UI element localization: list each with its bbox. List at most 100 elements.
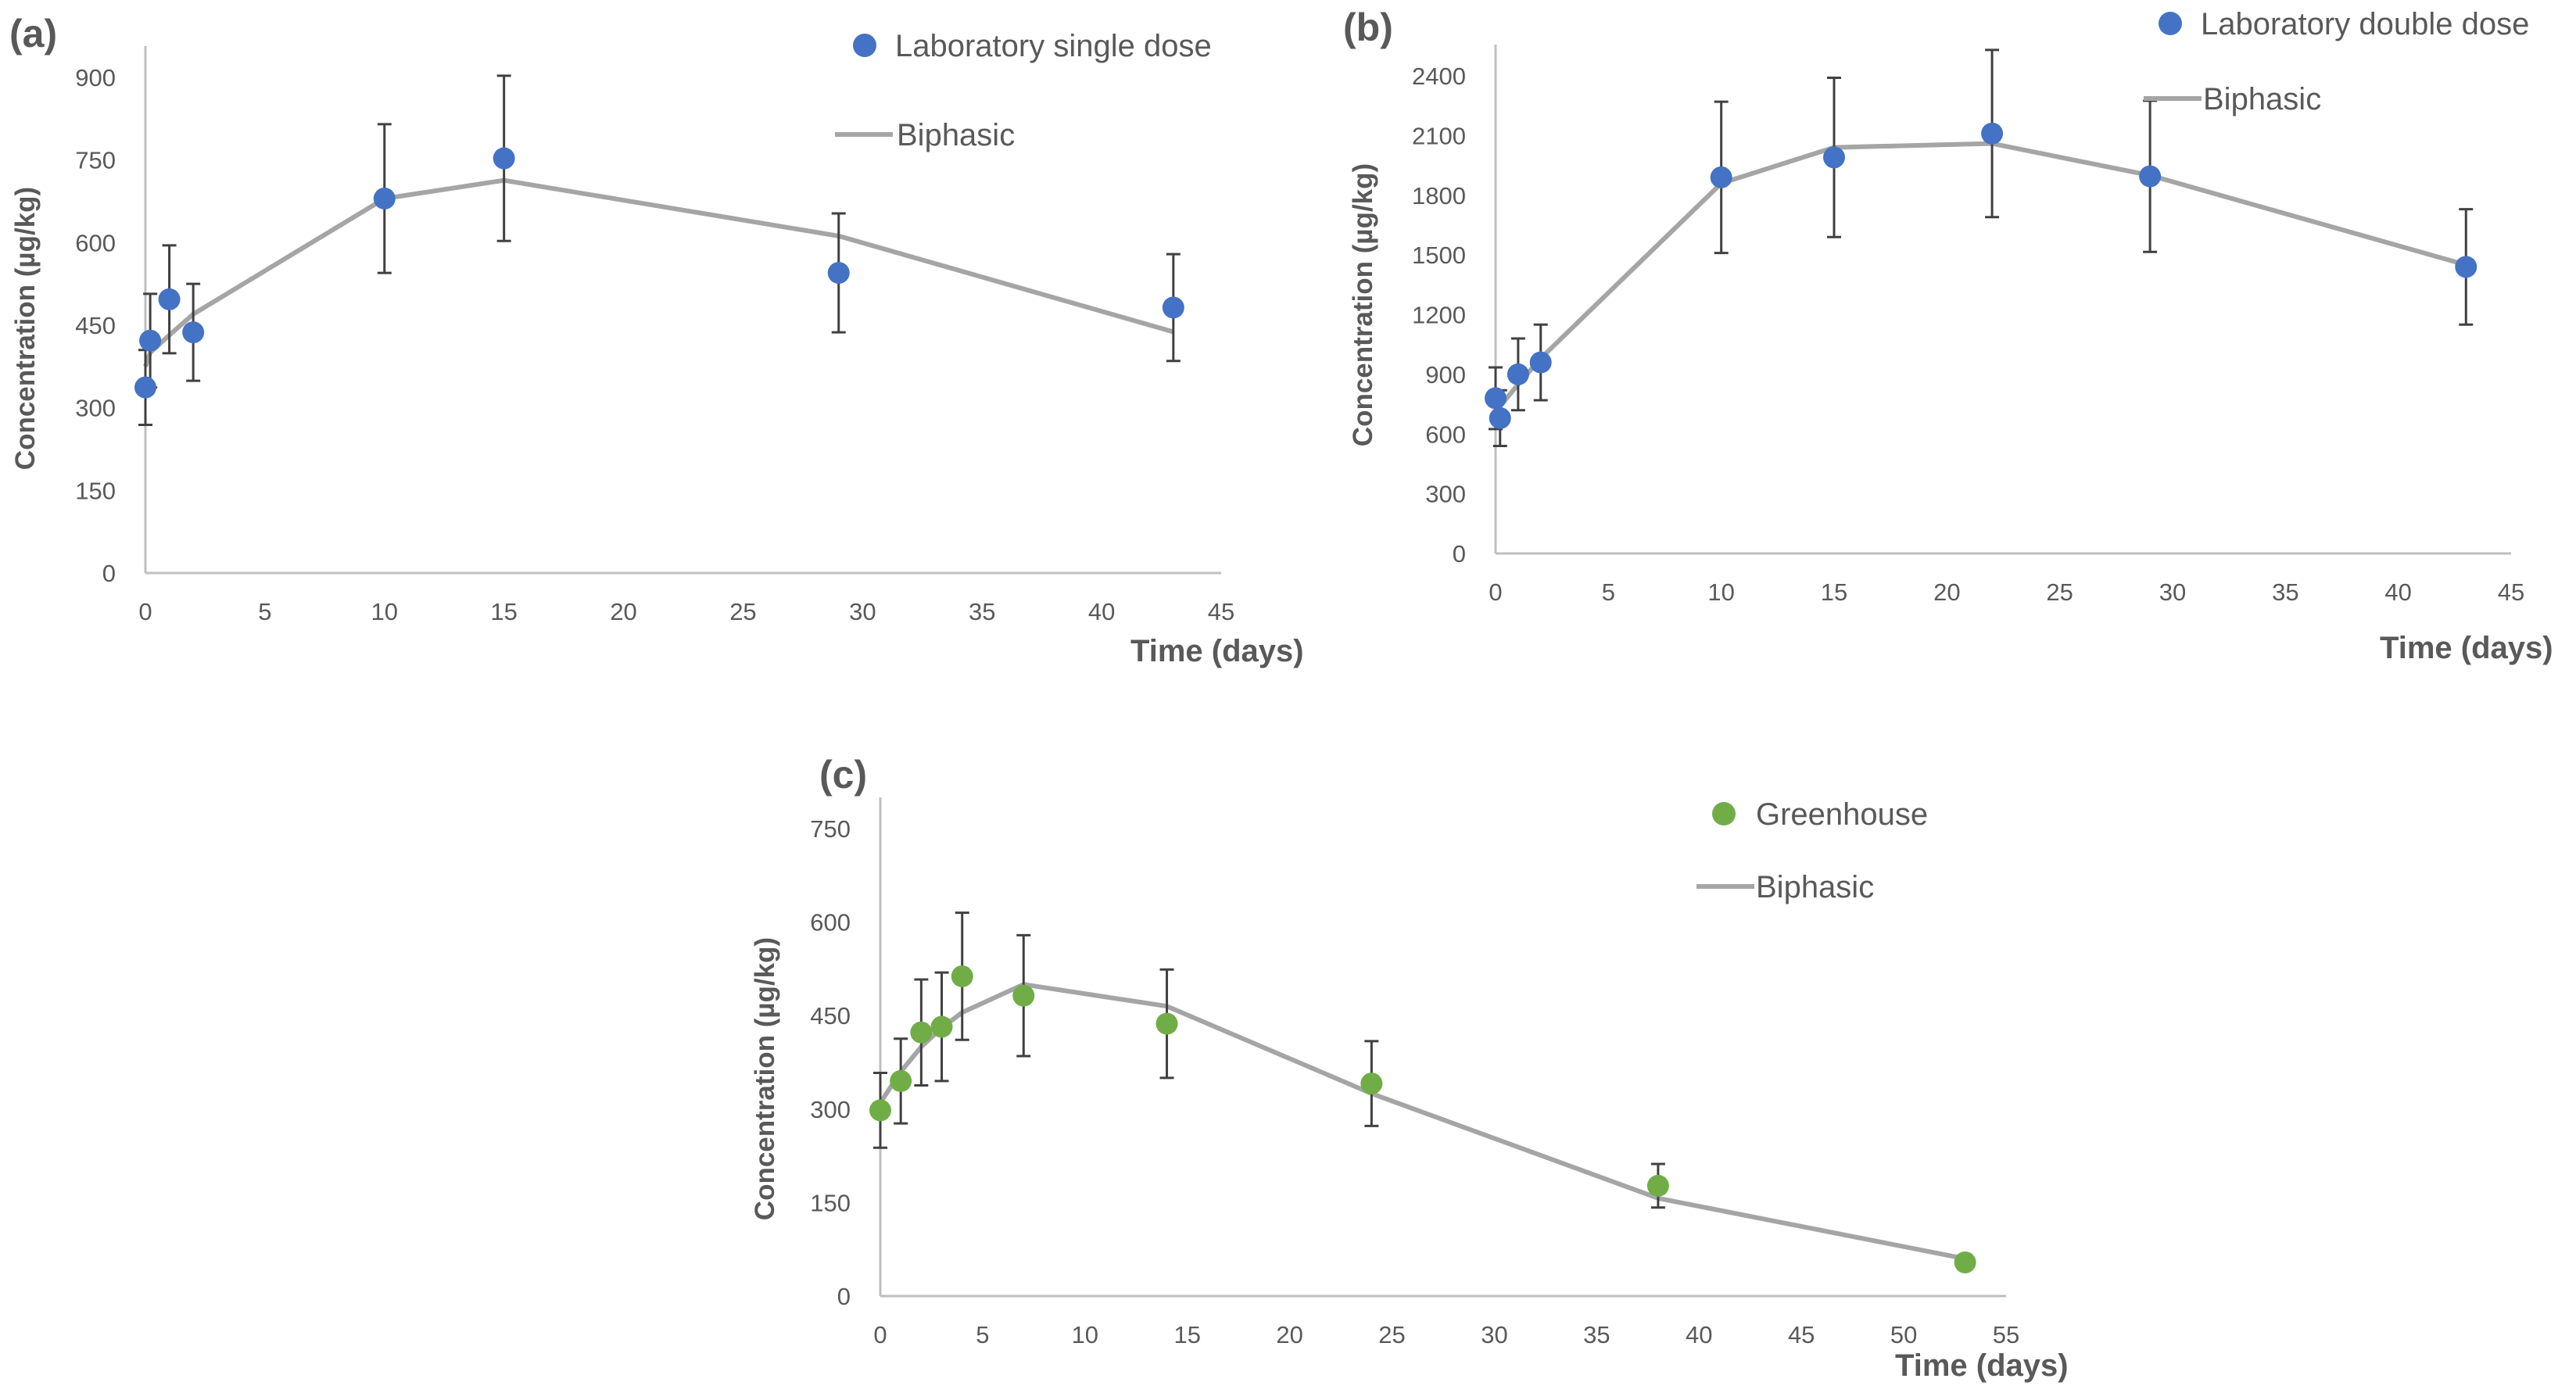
panel-b-legend-marker (2159, 12, 2182, 35)
panel-b-legend-line-label: Biphasic (2203, 82, 2321, 116)
panel-c-data-point (1012, 984, 1035, 1007)
panel-b-legend-points-label: Laboratory double dose (2201, 7, 2529, 41)
panel-b-legend: Laboratory double dose Biphasic (2144, 7, 2529, 116)
panel-c-y-tick-label: 750 (810, 815, 851, 843)
panel-c-data-point (910, 1021, 933, 1044)
panel-a-x-tick-label: 45 (1208, 598, 1234, 625)
panel-b-y-tick-label: 1800 (1412, 182, 1466, 209)
panel-a-legend-marker (853, 34, 876, 57)
panel-c-y-tick-label: 300 (810, 1096, 851, 1123)
panel-b-data-point (2455, 256, 2477, 278)
panel-c-data-point (890, 1069, 912, 1092)
panel-b-y-tick-label: 1500 (1412, 242, 1466, 269)
panel-a-x-tick-label: 30 (849, 598, 876, 625)
panel-b-data-point (1507, 363, 1529, 385)
panel-b-label: (b) (1343, 5, 1393, 49)
panel-c-x-tick-label: 55 (1993, 1321, 2019, 1348)
panel-c-y-tick-label: 0 (837, 1283, 851, 1310)
panel-c-legend-points-label: Greenhouse (1756, 797, 1928, 832)
panel-a-legend: Laboratory single dose Biphasic (835, 29, 1212, 152)
panel-c-legend-marker (1712, 802, 1736, 825)
panel-c-y-tick-label: 600 (810, 909, 851, 936)
panel-c-x-tick-label: 0 (873, 1321, 887, 1348)
panel-a-data-point (158, 288, 181, 310)
panel-a-biphasic-fit-line (143, 177, 1174, 367)
panel-c-data-point (869, 1099, 891, 1122)
panel-a-label: (a) (9, 12, 57, 56)
panel-c-data-point (1954, 1251, 1976, 1273)
panel-a-y-tick-label: 900 (75, 64, 116, 91)
panel-a-data-point (182, 321, 205, 344)
panel-c-x-tick-label: 40 (1686, 1321, 1712, 1348)
panel-a-x-tick-label: 35 (969, 598, 995, 625)
panel-a-data-point (373, 187, 396, 209)
panel-b-x-tick-label: 20 (1933, 578, 1960, 606)
panel-a-data-point (493, 147, 515, 170)
panel-a-x-tick-label: 5 (258, 598, 271, 625)
panel-b-data-point (1485, 387, 1507, 410)
panel-b-y-tick-label: 300 (1425, 481, 1466, 508)
panel-c-x-tick-label: 25 (1378, 1321, 1405, 1348)
panel-b-x-tick-label: 10 (1707, 578, 1734, 606)
panel-c-biphasic-fit-line (878, 982, 1966, 1262)
panel-c-x-axis-title: Time (days) (1895, 1348, 2069, 1383)
panel-a-x-tick-label: 40 (1088, 598, 1115, 625)
panel-a-y-tick-label: 600 (75, 229, 116, 256)
panel-a-plot-area: 0 150 300 450 600 750 900 0 5 10 15 20 25 30 35 40 45 (75, 46, 1234, 625)
panel-c-x-tick-label: 10 (1072, 1321, 1098, 1348)
panel-a-x-axis-title: Time (days) (1130, 634, 1304, 668)
panel-a-data-point (1162, 296, 1184, 319)
panel-c-plot-area: 0 150 300 450 600 750 0 5 10 15 20 25 30 35 40 45 50 55 (810, 797, 2019, 1348)
panel-b-data-point (1529, 351, 1552, 374)
panel-b-x-tick-label: 5 (1602, 578, 1615, 606)
panel-b-biphasic-fit-line (1493, 141, 2467, 417)
panel-c-x-tick-label: 5 (976, 1321, 989, 1348)
panel-c-x-tick-label: 15 (1173, 1321, 1200, 1348)
panel-c-x-tick-label: 30 (1481, 1321, 1507, 1348)
panel-b-x-tick-label: 25 (2046, 578, 2073, 606)
panel-b-x-tick-label: 45 (2498, 578, 2524, 606)
panel-a-y-tick-label: 150 (75, 477, 116, 504)
panel-b-y-axis-title: Concentration (µg/kg) (1348, 163, 1378, 446)
panel-b-x-tick-label: 40 (2384, 578, 2411, 606)
panel-c-data-point (1646, 1174, 1669, 1197)
panel-c-y-tick-label: 450 (810, 1002, 851, 1030)
panel-a-y-tick-label: 300 (75, 395, 116, 422)
panel-c-label: (c) (819, 753, 867, 797)
panel-b-y-tick-label: 1200 (1412, 302, 1466, 329)
panel-b-data-point (1981, 122, 2004, 145)
panel-b-y-tick-label: 2100 (1412, 122, 1466, 149)
panel-a-x-tick-label: 20 (610, 598, 636, 625)
panel-a-y-tick-label: 750 (75, 147, 116, 174)
panel-a-x-tick-label: 25 (729, 598, 756, 625)
panel-c-x-tick-label: 50 (1890, 1321, 1917, 1348)
panel-a-legend-line-label: Biphasic (897, 118, 1015, 152)
panel-b-y-tick-label: 600 (1425, 421, 1466, 448)
panel-a-data-point (827, 262, 850, 285)
panel-b-x-tick-label: 15 (1821, 578, 1847, 606)
panel-c-data-point (1155, 1012, 1178, 1035)
panel-b-x-tick-label: 30 (2159, 578, 2186, 606)
panel-b: (b) 0 300 600 900 1200 1500 1800 2100 2400 0 5 10 15… (1343, 5, 2553, 665)
panel-b-data-point (1710, 166, 1732, 188)
panel-a-data-point (139, 329, 162, 352)
panel-c-data-point (951, 965, 973, 987)
panel-a: (a) 0 150 300 450 600 750 900 0 5 10 15 20 25 30 35 40 4… (9, 12, 1304, 668)
panel-b-y-tick-label: 900 (1425, 361, 1466, 389)
panel-a-y-tick-label: 0 (102, 560, 116, 587)
panel-b-y-tick-label: 0 (1453, 540, 1466, 568)
panel-b-data-point (1489, 406, 1511, 429)
panel-b-data-point (1823, 146, 1845, 169)
panel-c: (c) 0 150 300 450 600 750 0 5 10 15 20 25 30 35 40 45 50… (750, 753, 2069, 1383)
panel-b-x-tick-label: 35 (2272, 578, 2298, 606)
panel-b-x-axis-title: Time (days) (2380, 631, 2553, 665)
panel-c-y-axis-title: Concentration (µg/kg) (750, 937, 780, 1220)
panel-b-x-tick-label: 0 (1489, 578, 1502, 606)
panel-c-legend-line-label: Biphasic (1756, 870, 1874, 904)
panel-c-y-tick-label: 150 (810, 1189, 851, 1216)
panel-c-data-point (1360, 1073, 1383, 1095)
panel-a-y-tick-label: 450 (75, 312, 116, 339)
panel-c-legend: Greenhouse Biphasic (1696, 797, 1928, 904)
panel-c-x-tick-label: 45 (1788, 1321, 1815, 1348)
